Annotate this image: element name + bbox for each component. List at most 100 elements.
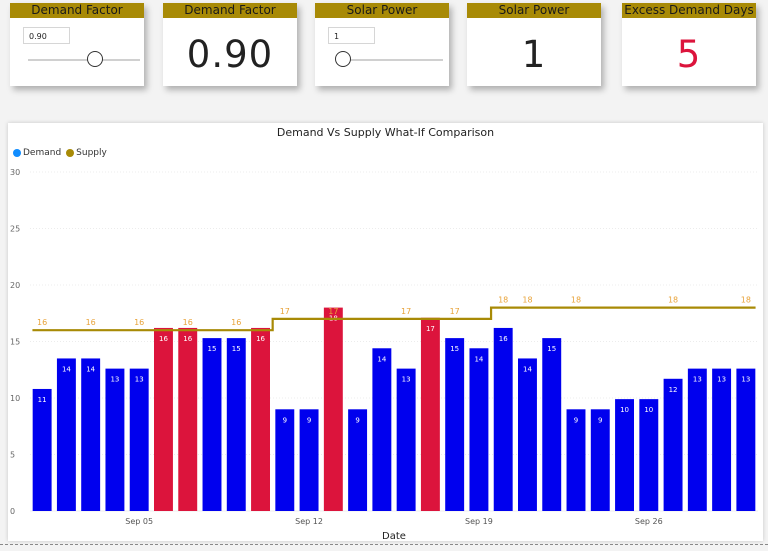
demand-factor-input[interactable]: 0.90 — [23, 27, 70, 44]
solar-power-slicer: Solar Power 1 — [315, 3, 449, 86]
demand-bar-label: 9 — [283, 416, 287, 424]
y-tick-label: 25 — [10, 225, 20, 234]
demand-bar-label: 9 — [598, 416, 602, 424]
demand-bar[interactable] — [590, 409, 610, 511]
supply-label: 17 — [280, 307, 290, 316]
legend-item-supply[interactable]: Supply — [66, 148, 107, 158]
demand-bar-label: 15 — [208, 345, 217, 353]
excess-demand-days-value: 5 — [676, 33, 702, 76]
supply-label: 18 — [571, 296, 581, 305]
solar-power-slider-thumb[interactable] — [335, 51, 351, 67]
y-tick-label: 20 — [10, 281, 20, 290]
solar-power-slider-track[interactable] — [343, 59, 443, 61]
demand-bar-label: 12 — [669, 386, 678, 394]
demand-bar[interactable] — [420, 317, 440, 511]
demand-bar[interactable] — [518, 358, 537, 511]
demand-bar-label: 14 — [474, 355, 483, 363]
demand-bar-label: 15 — [547, 345, 556, 353]
demand-bar-label: 13 — [135, 376, 144, 384]
demand-bar[interactable] — [56, 358, 76, 511]
supply-label: 17 — [328, 307, 338, 316]
demand-factor-slicer: Demand Factor 0.90 — [10, 3, 144, 86]
demand-bar[interactable] — [251, 327, 270, 511]
chart-title: Demand Vs Supply What-If Comparison — [276, 126, 495, 139]
demand-bar-label: 16 — [159, 335, 168, 343]
demand-bar[interactable] — [226, 338, 246, 511]
demand-bar-label: 16 — [499, 335, 508, 343]
supply-label: 16 — [231, 318, 241, 327]
demand-bar-label: 11 — [38, 396, 47, 404]
supply-label: 16 — [37, 318, 47, 327]
y-tick-label: 30 — [10, 168, 20, 177]
demand-bar[interactable] — [323, 307, 343, 511]
chart-legend: Demand Supply — [13, 148, 107, 158]
demand-bar[interactable] — [129, 368, 149, 511]
demand-bar-label: 13 — [110, 376, 119, 384]
x-axis-title: Date — [382, 531, 406, 541]
y-tick-label: 0 — [10, 507, 15, 516]
supply-label: 18 — [668, 296, 678, 305]
x-tick-label: Sep 26 — [635, 517, 663, 526]
demand-bar-label: 13 — [693, 376, 702, 384]
demand-bar[interactable] — [736, 368, 756, 511]
demand-bar[interactable] — [712, 368, 732, 511]
supply-line — [32, 306, 756, 332]
demand-bar[interactable] — [469, 348, 489, 511]
demand-factor-value: 0.90 — [186, 33, 274, 76]
demand-bar-label: 14 — [377, 355, 386, 363]
demand-bar[interactable] — [566, 409, 586, 511]
demand-bar[interactable] — [202, 338, 222, 511]
solar-power-slicer-title: Solar Power — [315, 3, 449, 18]
demand-bar[interactable] — [348, 409, 368, 511]
chart-plot: 0 5 10 15 20 25 30 11 14 14 13 13 16 16 15 15 16 9 9 18 9 14 1… — [10, 168, 758, 541]
legend-label-demand: Demand — [23, 148, 62, 158]
demand-bar-label: 9 — [307, 416, 311, 424]
demand-factor-slicer-title: Demand Factor — [10, 3, 144, 18]
demand-bar[interactable] — [372, 348, 392, 511]
demand-bar-label: 14 — [86, 365, 95, 373]
demand-bar[interactable] — [396, 368, 416, 511]
demand-factor-card: Demand Factor 0.90 — [163, 3, 297, 86]
demand-bar[interactable] — [639, 399, 659, 511]
x-tick-label: Sep 05 — [125, 517, 153, 526]
demand-bar[interactable] — [154, 327, 173, 511]
demand-bar[interactable] — [275, 409, 295, 511]
supply-label: 17 — [401, 307, 411, 316]
demand-bar-label: 9 — [355, 416, 359, 424]
solar-power-input[interactable]: 1 — [328, 27, 375, 44]
demand-bar[interactable] — [299, 409, 319, 511]
demand-bar-label: 13 — [717, 376, 726, 384]
demand-bar-label: 16 — [183, 335, 192, 343]
demand-bar-label: 14 — [62, 365, 71, 373]
demand-bar[interactable] — [542, 338, 562, 511]
x-tick-label: Sep 12 — [295, 517, 323, 526]
demand-bar[interactable] — [81, 358, 101, 511]
demand-bar-label: 17 — [426, 325, 435, 333]
solar-power-value: 1 — [521, 33, 547, 76]
demand-bar[interactable] — [178, 327, 198, 511]
demand-factor-card-title: Demand Factor — [163, 3, 297, 18]
demand-bar-label: 10 — [620, 406, 629, 414]
demand-bar[interactable] — [493, 327, 513, 511]
demand-factor-slider-track[interactable] — [28, 59, 140, 61]
y-tick-label: 10 — [10, 394, 20, 403]
demand-bar-label: 10 — [644, 406, 653, 414]
supply-dot-icon — [66, 149, 75, 157]
demand-bar[interactable] — [105, 368, 125, 511]
excess-demand-days-card: Excess Demand Days 5 — [622, 3, 756, 86]
demand-bar-label: 14 — [523, 365, 532, 373]
page-bottom-border — [0, 544, 768, 545]
demand-factor-slider-thumb[interactable] — [87, 51, 104, 67]
demand-bar[interactable] — [445, 338, 465, 511]
demand-bar[interactable] — [663, 378, 683, 511]
demand-bar-label: 13 — [741, 376, 750, 384]
supply-label: 16 — [183, 318, 193, 327]
demand-bar-label: 15 — [232, 345, 241, 353]
legend-item-demand[interactable]: Demand — [13, 148, 61, 158]
demand-bar[interactable] — [687, 368, 707, 511]
demand-bar[interactable] — [615, 399, 634, 511]
demand-bar[interactable] — [32, 388, 52, 511]
supply-label: 18 — [522, 296, 532, 305]
supply-label: 16 — [134, 318, 144, 327]
demand-bar-label: 16 — [256, 335, 265, 343]
